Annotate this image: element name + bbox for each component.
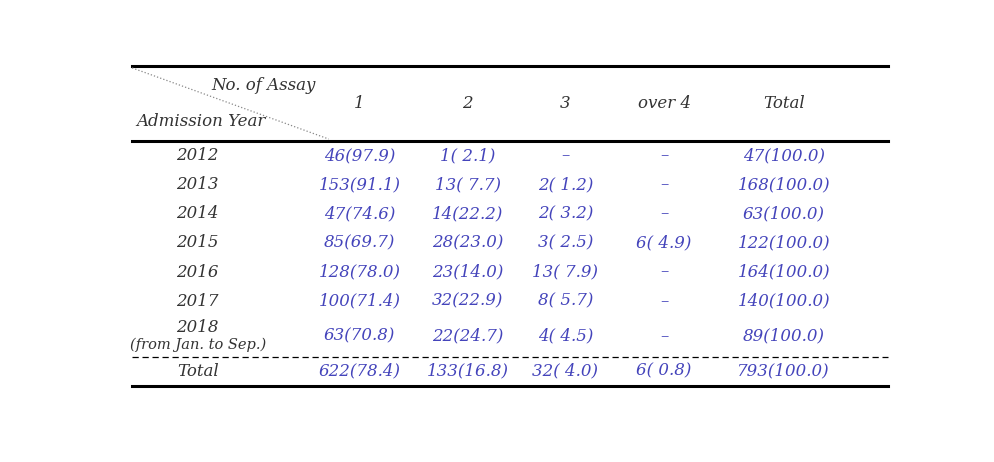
Text: –: – (659, 328, 668, 345)
Text: over 4: over 4 (637, 95, 690, 112)
Text: 13( 7.7): 13( 7.7) (434, 176, 500, 193)
Text: 4( 4.5): 4( 4.5) (537, 328, 592, 345)
Text: –: – (659, 264, 668, 280)
Text: –: – (659, 176, 668, 193)
Text: 140(100.0): 140(100.0) (737, 293, 829, 310)
Text: 1( 2.1): 1( 2.1) (439, 147, 495, 164)
Text: 2015: 2015 (176, 234, 219, 251)
Text: 22(24.7): 22(24.7) (431, 328, 503, 345)
Text: 47(74.6): 47(74.6) (324, 205, 395, 222)
Text: 133(16.8): 133(16.8) (426, 363, 508, 380)
Text: 2( 1.2): 2( 1.2) (537, 176, 592, 193)
Text: –: – (659, 147, 668, 164)
Text: 2013: 2013 (176, 176, 219, 193)
Text: (from Jan. to Sep.): (from Jan. to Sep.) (129, 337, 265, 352)
Text: 2018: 2018 (176, 319, 219, 336)
Text: 100(71.4): 100(71.4) (318, 293, 401, 310)
Text: 2016: 2016 (176, 264, 219, 280)
Text: 122(100.0): 122(100.0) (737, 234, 829, 251)
Text: 46(97.9): 46(97.9) (324, 147, 395, 164)
Text: 32( 4.0): 32( 4.0) (532, 363, 597, 380)
Text: –: – (659, 205, 668, 222)
Text: Total: Total (762, 95, 804, 112)
Text: 47(100.0): 47(100.0) (742, 147, 824, 164)
Text: 153(91.1): 153(91.1) (318, 176, 401, 193)
Text: 89(100.0): 89(100.0) (742, 328, 824, 345)
Text: 28(23.0): 28(23.0) (431, 234, 503, 251)
Text: 8( 5.7): 8( 5.7) (537, 293, 592, 310)
Text: 23(14.0): 23(14.0) (431, 264, 503, 280)
Text: 32(22.9): 32(22.9) (431, 293, 503, 310)
Text: 1: 1 (354, 95, 365, 112)
Text: 13( 7.9): 13( 7.9) (532, 264, 597, 280)
Text: 63(70.8): 63(70.8) (324, 328, 395, 345)
Text: 14(22.2): 14(22.2) (431, 205, 503, 222)
Text: 63(100.0): 63(100.0) (742, 205, 824, 222)
Text: 2( 3.2): 2( 3.2) (537, 205, 592, 222)
Text: –: – (561, 147, 570, 164)
Text: 2014: 2014 (176, 205, 219, 222)
Text: Admission Year: Admission Year (136, 113, 265, 130)
Text: 2012: 2012 (176, 147, 219, 164)
Text: 6( 0.8): 6( 0.8) (636, 363, 691, 380)
Text: Total: Total (177, 363, 219, 380)
Text: 85(69.7): 85(69.7) (324, 234, 395, 251)
Text: No. of Assay: No. of Assay (211, 77, 315, 94)
Text: 6( 4.9): 6( 4.9) (636, 234, 691, 251)
Text: 793(100.0): 793(100.0) (737, 363, 829, 380)
Text: 2: 2 (462, 95, 472, 112)
Text: 164(100.0): 164(100.0) (737, 264, 829, 280)
Text: 3( 2.5): 3( 2.5) (537, 234, 592, 251)
Text: 622(78.4): 622(78.4) (318, 363, 401, 380)
Text: 2017: 2017 (176, 293, 219, 310)
Text: 168(100.0): 168(100.0) (737, 176, 829, 193)
Text: 3: 3 (560, 95, 571, 112)
Text: –: – (659, 293, 668, 310)
Text: 128(78.0): 128(78.0) (318, 264, 401, 280)
